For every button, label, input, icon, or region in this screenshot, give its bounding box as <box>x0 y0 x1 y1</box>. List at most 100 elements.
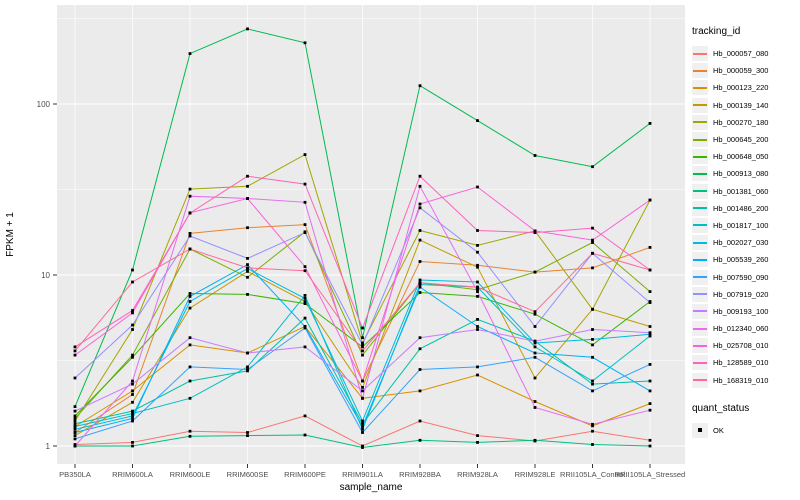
data-point <box>303 41 307 45</box>
legend-key-swatch <box>692 286 708 302</box>
legend-line-icon <box>693 276 707 279</box>
data-point <box>476 285 479 289</box>
data-point <box>418 229 422 232</box>
legend-line-icon <box>693 138 707 141</box>
data-point <box>188 211 192 215</box>
data-point <box>533 229 537 233</box>
black-square-point-icon <box>698 428 702 433</box>
data-point <box>648 268 652 272</box>
data-point <box>361 341 364 345</box>
data-point <box>533 345 537 349</box>
legend-key-swatch <box>692 303 708 319</box>
legend-entry: Hb_001817_100 <box>692 217 798 234</box>
data-point <box>246 197 249 200</box>
data-point <box>533 312 537 316</box>
data-point <box>188 434 192 438</box>
legend-entry-label: Hb_002027_030 <box>713 238 769 248</box>
data-point <box>303 300 307 303</box>
data-point <box>418 184 422 188</box>
data-point <box>188 52 192 55</box>
data-point <box>131 280 134 284</box>
data-point <box>131 355 134 359</box>
data-point <box>476 263 479 267</box>
legend-entry: Hb_025708_010 <box>692 337 798 354</box>
legend-line-icon <box>693 224 707 227</box>
data-point <box>361 343 364 347</box>
data-point <box>648 301 652 304</box>
legend-entry: Hb_128589_010 <box>692 354 798 371</box>
data-point <box>361 444 364 448</box>
data-point <box>246 27 249 31</box>
data-point <box>303 326 307 330</box>
data-point <box>418 278 422 282</box>
data-point <box>188 306 192 310</box>
data-point <box>361 446 364 449</box>
data-point <box>591 226 594 230</box>
legend-key-swatch <box>692 235 708 251</box>
data-point <box>73 419 77 423</box>
x-tick-label: RRIM928LA <box>457 470 498 479</box>
legend-key-swatch <box>692 372 708 388</box>
data-point <box>303 433 307 437</box>
data-point <box>131 309 134 312</box>
data-point <box>131 268 134 272</box>
data-point <box>73 437 77 441</box>
legend-key-swatch <box>692 149 708 165</box>
data-point <box>533 438 537 442</box>
x-tick-label: RRII105LA_Stressed <box>615 470 685 479</box>
data-point <box>418 260 422 263</box>
legend-entry-label: Hb_000913_080 <box>713 169 769 179</box>
data-point <box>131 409 134 413</box>
data-point <box>361 396 364 400</box>
legend-key-swatch <box>692 80 708 96</box>
y-tick-label: 1 <box>46 442 51 451</box>
legend-line-icon <box>693 327 707 330</box>
legend-entry: Hb_002027_030 <box>692 234 798 251</box>
data-point <box>418 174 422 178</box>
data-point <box>418 84 422 88</box>
data-point <box>188 343 192 347</box>
legend-line-icon <box>693 155 707 158</box>
legend: tracking_id Hb_000057_080 Hb_000059_300 Hb… <box>692 26 798 439</box>
data-point <box>246 275 249 279</box>
data-point <box>246 174 249 178</box>
data-point <box>303 231 307 234</box>
data-point <box>591 389 594 393</box>
data-point <box>476 373 479 377</box>
data-point <box>361 349 364 353</box>
legend-line-icon <box>693 379 707 382</box>
data-point <box>648 444 652 448</box>
legend-key-swatch <box>692 132 708 148</box>
data-point <box>476 244 479 247</box>
legend-entry-label: Hb_000059_300 <box>713 66 769 76</box>
data-point <box>476 295 479 298</box>
legend-key-swatch <box>692 200 708 216</box>
data-point <box>591 251 594 255</box>
data-point <box>303 153 307 156</box>
legend-entry: Hb_005539_260 <box>692 251 798 268</box>
data-point <box>361 389 364 393</box>
legend-entry: Hb_000270_180 <box>692 114 798 131</box>
data-point <box>361 336 364 340</box>
data-point <box>533 231 537 234</box>
data-point <box>591 165 594 169</box>
legend-entry-label: Hb_001817_100 <box>713 220 769 230</box>
data-point <box>73 428 77 431</box>
data-point <box>648 379 652 383</box>
y-tick-label: 10 <box>41 271 50 280</box>
data-point <box>73 431 77 434</box>
data-point <box>476 265 479 269</box>
data-point <box>533 376 537 380</box>
data-point <box>591 241 594 244</box>
data-point <box>246 365 249 369</box>
legend-entry-label: Hb_009193_100 <box>713 306 769 316</box>
legend-entry: Hb_012340_060 <box>692 320 798 337</box>
data-point <box>648 331 652 335</box>
y-tick-label: 100 <box>37 100 51 109</box>
data-point <box>476 288 479 292</box>
data-point <box>131 444 134 448</box>
data-point <box>418 238 422 242</box>
data-point <box>533 341 537 345</box>
